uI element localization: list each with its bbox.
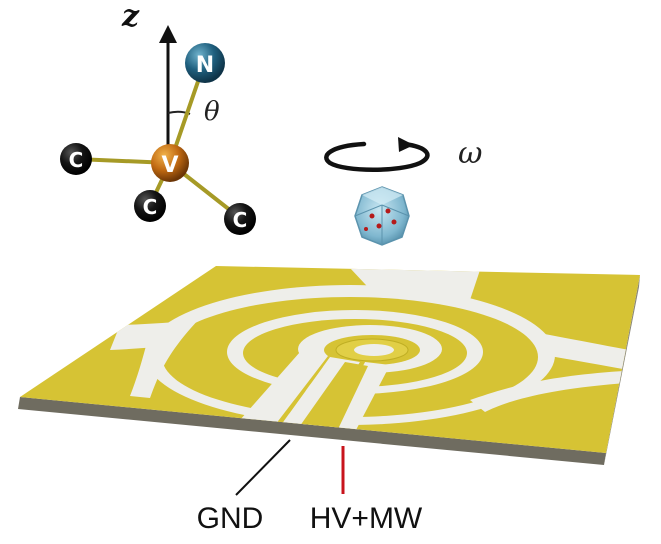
rotation-arrow: ω (324, 136, 482, 172)
z-axis-label: z (121, 0, 140, 34)
plate-right-edge (604, 275, 640, 465)
atom-c-bottom: C (134, 190, 166, 222)
atom-c-left: C (60, 143, 92, 175)
nanodiamond-icon (354, 186, 410, 246)
atom-n-label: N (196, 53, 214, 78)
gnd-leader (235, 439, 291, 496)
plate-front-edge (18, 397, 606, 465)
atom-c-bottom-label: C (143, 195, 158, 219)
gnd-label: GND (197, 502, 264, 535)
omega-label: ω (458, 136, 482, 171)
atom-c-right-label: C (233, 208, 248, 232)
device-plate (18, 266, 640, 465)
atom-n: N (185, 43, 225, 83)
center-hole (354, 344, 394, 356)
atom-c-right: C (224, 203, 256, 235)
atom-v-label: V (161, 153, 178, 178)
signal-label: HV+MW (310, 502, 423, 535)
callouts: GND HV+MW (197, 439, 423, 535)
atom-v: V (151, 144, 189, 182)
molecule-group: z θ N C C C V (60, 0, 256, 235)
theta-label: θ (204, 97, 220, 127)
atom-c-left-label: C (69, 148, 84, 172)
